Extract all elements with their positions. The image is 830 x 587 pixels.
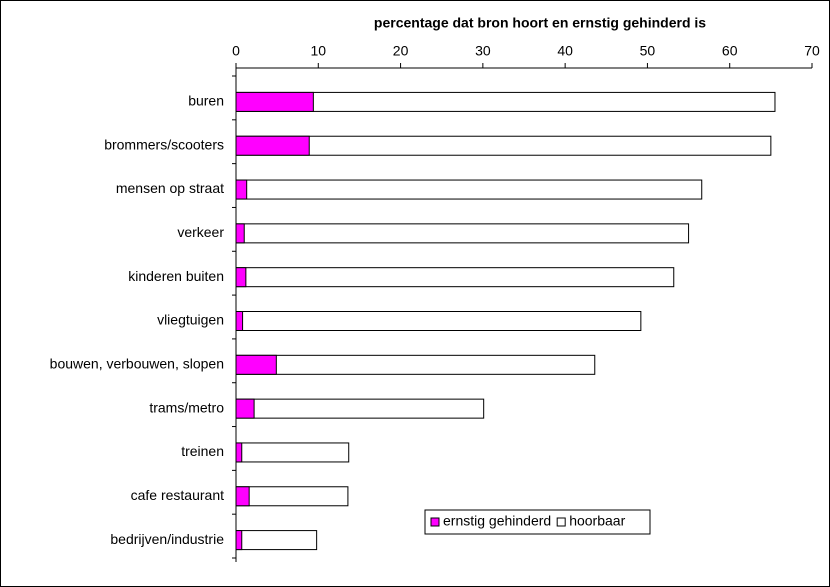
bar <box>235 91 314 112</box>
bar <box>235 530 243 551</box>
bar <box>235 223 690 244</box>
y-tick-label: vliegtuigen <box>157 312 224 328</box>
bar <box>235 486 250 507</box>
bar <box>235 354 277 375</box>
x-tick-label: 30 <box>475 43 491 59</box>
y-tick-label: treinen <box>181 443 224 459</box>
x-tick-label: 20 <box>393 43 409 59</box>
y-tick-label: bouwen, verbouwen, slopen <box>50 356 224 372</box>
y-tick-label: brommers/scooters <box>104 136 224 152</box>
x-tick-label: 60 <box>722 43 738 59</box>
bar <box>235 91 776 112</box>
x-tick-label: 10 <box>310 43 326 59</box>
bar <box>235 442 350 463</box>
bar <box>235 311 244 331</box>
bar <box>235 398 255 419</box>
y-tick-label: cafe restaurant <box>131 487 224 503</box>
y-tick-label: kinderen buiten <box>128 268 224 284</box>
y-tick-label: verkeer <box>177 224 224 240</box>
legend-swatch <box>556 517 566 527</box>
legend: ernstig gehinderd hoorbaar <box>424 509 651 535</box>
bar <box>235 135 772 156</box>
bar <box>235 179 703 200</box>
bar <box>235 223 245 244</box>
bar <box>235 135 310 156</box>
x-tick-label: 40 <box>557 43 573 59</box>
bar <box>235 486 349 507</box>
bar <box>235 311 642 331</box>
x-tick-label: 70 <box>804 43 820 59</box>
x-tick-label: 50 <box>640 43 656 59</box>
y-tick-label: buren <box>188 93 224 109</box>
legend-label: hoorbaar <box>569 513 625 529</box>
bar <box>235 267 675 288</box>
legend-swatch <box>430 517 440 527</box>
bar <box>235 179 248 200</box>
bar <box>235 442 243 463</box>
legend-label: ernstig gehinderd <box>443 513 551 529</box>
axis-title: percentage dat bron hoort en ernstig geh… <box>374 15 706 31</box>
legend-box <box>424 509 651 535</box>
bar <box>235 530 318 551</box>
bar <box>235 398 485 419</box>
bar <box>235 354 596 375</box>
y-tick-label: mensen op straat <box>116 180 224 196</box>
y-tick-label: bedrijven/industrie <box>110 531 224 547</box>
x-tick-label: 0 <box>232 43 240 59</box>
y-tick-label: trams/metro <box>149 399 224 415</box>
bar <box>235 267 247 288</box>
